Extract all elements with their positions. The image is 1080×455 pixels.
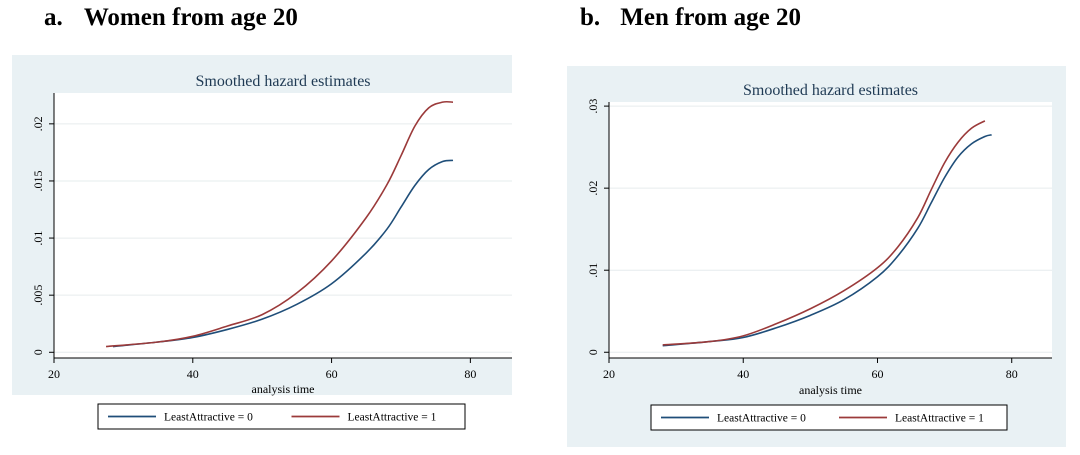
x-axis-title: analysis time — [799, 383, 862, 397]
x-tick-label: 80 — [464, 367, 476, 381]
chart-title: Smoothed hazard estimates — [195, 73, 370, 90]
x-tick-label: 80 — [1006, 367, 1018, 381]
x-tick-label: 40 — [737, 367, 749, 381]
legend-box — [97, 403, 466, 430]
x-tick-label: 20 — [603, 367, 615, 381]
x-tick-label: 40 — [187, 367, 199, 381]
y-tick-label: .015 — [31, 170, 45, 191]
x-tick-label: 60 — [326, 367, 338, 381]
x-tick-label: 60 — [871, 367, 883, 381]
y-tick-label: .02 — [31, 116, 45, 131]
x-axis-title: analysis time — [252, 382, 315, 396]
y-tick-label: .01 — [31, 231, 45, 246]
chart-men: 0 .01 .02 .03 20 40 60 80 Smoothed hazard estima… — [567, 66, 1066, 447]
legend-label-0: LeastAttractive = 0 — [164, 412, 253, 424]
heading-men: b. Men from age 20 — [580, 4, 801, 32]
y-tick-label: 0 — [31, 349, 45, 355]
legend-label-0: LeastAttractive = 0 — [717, 413, 806, 425]
heading-letter: a. — [44, 4, 63, 31]
heading-women: a. Women from age 20 — [44, 4, 298, 32]
x-tick-label: 20 — [48, 367, 60, 381]
series-line-1 — [662, 120, 986, 346]
legend: LeastAttractive = 0 LeastAttractive = 1 — [650, 404, 1008, 431]
series-line-0 — [662, 134, 992, 347]
plot-area — [609, 102, 1052, 358]
legend-label-1: LeastAttractive = 1 — [348, 412, 437, 424]
chart-title: Smoothed hazard estimates — [743, 82, 918, 99]
heading-text: Women from age 20 — [83, 4, 298, 31]
series-line-1 — [105, 100, 454, 348]
legend-box — [650, 404, 1008, 431]
chart-women: 0 .005 .01 .015 .02 20 40 60 80 Smoothed hazard e… — [12, 55, 512, 430]
series-line-0 — [112, 159, 454, 348]
plot-area — [54, 93, 512, 358]
y-tick-label: .01 — [586, 263, 600, 278]
y-tick-label: .03 — [586, 99, 600, 114]
y-tick-label: 0 — [586, 349, 600, 355]
legend-label-1: LeastAttractive = 1 — [895, 413, 984, 425]
legend: LeastAttractive = 0 LeastAttractive = 1 — [97, 403, 466, 430]
y-tick-label: .005 — [31, 285, 45, 306]
heading-text: Men from age 20 — [620, 4, 801, 31]
heading-letter: b. — [580, 4, 601, 31]
y-tick-label: .02 — [586, 181, 600, 196]
